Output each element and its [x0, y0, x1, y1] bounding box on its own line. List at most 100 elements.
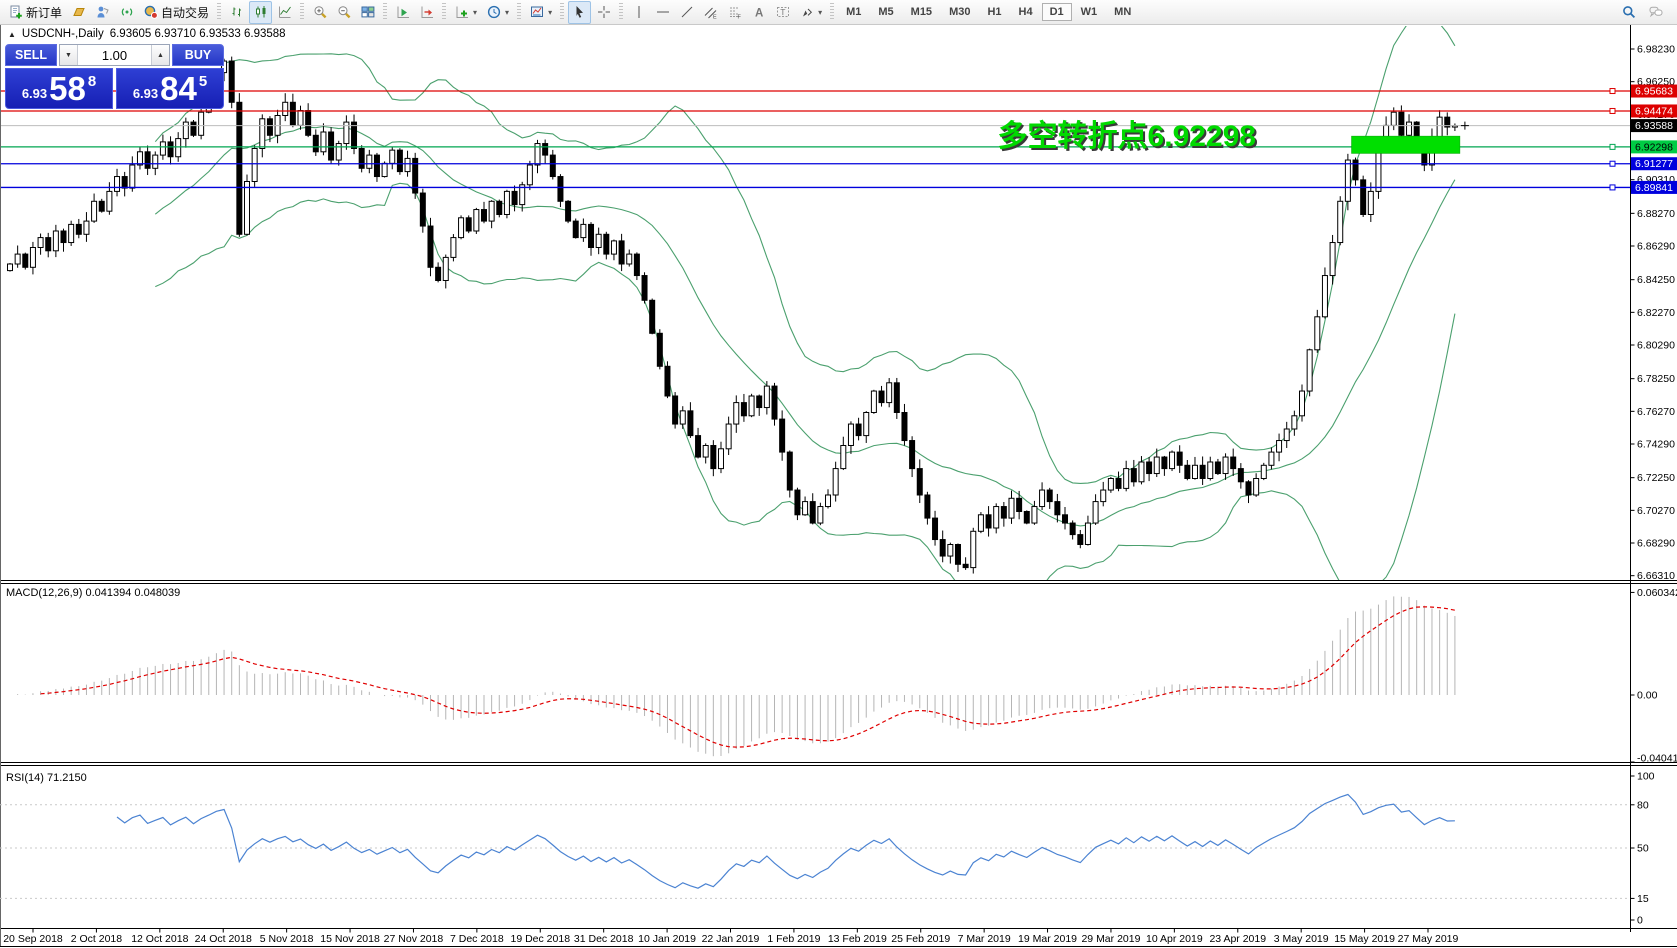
- svg-text:13 Feb 2019: 13 Feb 2019: [828, 933, 887, 945]
- label-icon: T: [775, 5, 790, 20]
- candlestick-chart-button[interactable]: [249, 0, 273, 24]
- svg-text:10 Apr 2019: 10 Apr 2019: [1146, 933, 1203, 945]
- sell-price-prefix: 6.93: [21, 86, 48, 101]
- one-click-trading-panel: SELL ▼ 1.00 ▲ BUY 6.93 58 8 6.93 84 5: [5, 44, 224, 109]
- dropdown-arrow-icon[interactable]: ▾: [473, 7, 478, 17]
- text-label-button[interactable]: T: [771, 1, 794, 24]
- svg-text:A: A: [755, 8, 763, 20]
- timeframe-d1[interactable]: D1: [1041, 3, 1072, 21]
- market-watch-button[interactable]: [67, 1, 90, 24]
- svg-text:3 May 2019: 3 May 2019: [1274, 933, 1329, 945]
- dropdown-arrow-icon[interactable]: ▾: [548, 7, 553, 17]
- new-order-button-label: 新订单: [26, 5, 63, 20]
- periods-button[interactable]: ▾: [482, 1, 513, 24]
- svg-text:0: 0: [1637, 915, 1643, 927]
- sell-button[interactable]: SELL: [5, 44, 57, 66]
- fibonacci-button[interactable]: F: [723, 1, 746, 24]
- timeframe-m5[interactable]: M5: [878, 6, 894, 18]
- svg-text:T: T: [780, 7, 785, 17]
- timeframe-h4[interactable]: H4: [1018, 6, 1033, 18]
- svg-text:6.78250: 6.78250: [1637, 373, 1675, 385]
- zoom-in-button[interactable]: [308, 1, 331, 24]
- arrows-icon: [799, 5, 814, 20]
- auto-scroll-button[interactable]: [391, 1, 414, 24]
- svg-text:27 Nov 2018: 27 Nov 2018: [384, 933, 444, 945]
- svg-text:19 Mar 2019: 19 Mar 2019: [1018, 933, 1077, 945]
- svg-text:0.00: 0.00: [1637, 690, 1658, 702]
- price-chart-canvas[interactable]: 多空转折点6.92298多空转折点6.922986.982306.962506.…: [0, 25, 1677, 948]
- periods-icon: [486, 5, 501, 20]
- book-icon: [71, 5, 86, 20]
- vline-icon: [631, 5, 646, 20]
- buy-button[interactable]: BUY: [172, 44, 224, 66]
- crosshair-button[interactable]: [592, 1, 615, 24]
- text-button[interactable]: A: [747, 1, 770, 24]
- volume-value[interactable]: 1.00: [101, 47, 128, 63]
- svg-text:7 Dec 2018: 7 Dec 2018: [450, 933, 504, 945]
- svg-text:6.86290: 6.86290: [1637, 241, 1675, 253]
- toolbar-right-group: [1617, 1, 1673, 24]
- timeframe-mn[interactable]: MN: [1114, 6, 1132, 18]
- rsi-axis: 100 80 50 15 0: [1630, 771, 1655, 927]
- templates-button[interactable]: ▾: [525, 1, 556, 24]
- volume-decrease-button[interactable]: ▼: [60, 45, 78, 65]
- bar-chart-button[interactable]: [225, 1, 248, 24]
- toolbar-separator: [383, 3, 388, 21]
- buy-price-main: 84: [160, 69, 197, 107]
- timeframe-m30[interactable]: M30: [949, 6, 971, 18]
- timeframe-w1[interactable]: W1: [1080, 6, 1098, 18]
- trendline-button[interactable]: [675, 1, 698, 24]
- current-price-marker: [1460, 121, 1469, 130]
- cursor-button[interactable]: [568, 0, 592, 24]
- tile-windows-button[interactable]: [356, 1, 379, 24]
- collapse-icon[interactable]: ▲: [8, 29, 16, 39]
- svg-text:10 Jan 2019: 10 Jan 2019: [638, 933, 696, 945]
- svg-text:23 Apr 2019: 23 Apr 2019: [1209, 933, 1266, 945]
- timeframe-m15[interactable]: M15: [910, 6, 933, 18]
- svg-text:2 Oct 2018: 2 Oct 2018: [71, 933, 123, 945]
- line-chart-button[interactable]: [273, 1, 296, 24]
- svg-text:29 Mar 2019: 29 Mar 2019: [1081, 933, 1140, 945]
- profile-button[interactable]: [91, 1, 114, 24]
- dropdown-arrow-icon[interactable]: ▾: [818, 7, 823, 17]
- zoom-in-icon: [312, 5, 327, 20]
- annotation-text[interactable]: 多空转折点6.92298: [998, 120, 1256, 153]
- new-order-icon: [8, 5, 23, 20]
- sell-price-display[interactable]: 6.93 58 8: [5, 68, 113, 109]
- channel-button[interactable]: E: [699, 1, 722, 24]
- main-toolbar: 新订单 自动交易 ▾ ▾ ▾ E F A T ▾ M1 M5 M15 M30 H1 H4 D1 W1 MN: [0, 0, 1677, 25]
- svg-text:15: 15: [1637, 893, 1649, 905]
- chart-shift-button[interactable]: [415, 1, 438, 24]
- vertical-line-button[interactable]: [627, 1, 650, 24]
- dropdown-arrow-icon[interactable]: ▾: [505, 7, 510, 17]
- chart-ohlc-values: 6.93605 6.93710 6.93533 6.93588: [109, 28, 286, 40]
- auto-trading-button-label: 自动交易: [161, 5, 210, 20]
- support-zone-rect[interactable]: [1351, 135, 1461, 154]
- horizontal-line-button[interactable]: [651, 1, 674, 24]
- toolbar-separator: [560, 3, 565, 21]
- timeframe-m1[interactable]: M1: [846, 6, 862, 18]
- svg-text:0.060342: 0.060342: [1637, 587, 1677, 599]
- svg-text:6.76270: 6.76270: [1637, 406, 1675, 418]
- signals-button[interactable]: [115, 1, 138, 24]
- auto-trading-button[interactable]: 自动交易: [139, 1, 213, 24]
- indicators-button[interactable]: ▾: [450, 1, 481, 24]
- channel-icon: E: [703, 5, 718, 20]
- panel-borders: [0, 25, 1677, 947]
- arrows-button[interactable]: ▾: [795, 1, 826, 24]
- new-order-button[interactable]: 新订单: [4, 1, 66, 24]
- chat-button[interactable]: [1644, 1, 1667, 24]
- search-button[interactable]: [1617, 1, 1640, 24]
- timeframe-h1[interactable]: H1: [987, 6, 1002, 18]
- macd-indicator-label: MACD(12,26,9) 0.041394 0.048039: [6, 587, 180, 599]
- svg-text:6.70270: 6.70270: [1637, 505, 1675, 517]
- svg-text:6.98230: 6.98230: [1637, 44, 1675, 56]
- svg-text:22 Jan 2019: 22 Jan 2019: [702, 933, 760, 945]
- chart-window[interactable]: ▲ USDCNH-,Daily 6.93605 6.93710 6.93533 …: [0, 25, 1677, 948]
- shift-icon: [419, 5, 434, 20]
- volume-increase-button[interactable]: ▲: [151, 45, 169, 65]
- buy-price-display[interactable]: 6.93 84 5: [116, 68, 224, 109]
- svg-text:25 Feb 2019: 25 Feb 2019: [891, 933, 950, 945]
- zoom-out-button[interactable]: [332, 1, 355, 24]
- toolbar-separator: [517, 3, 522, 21]
